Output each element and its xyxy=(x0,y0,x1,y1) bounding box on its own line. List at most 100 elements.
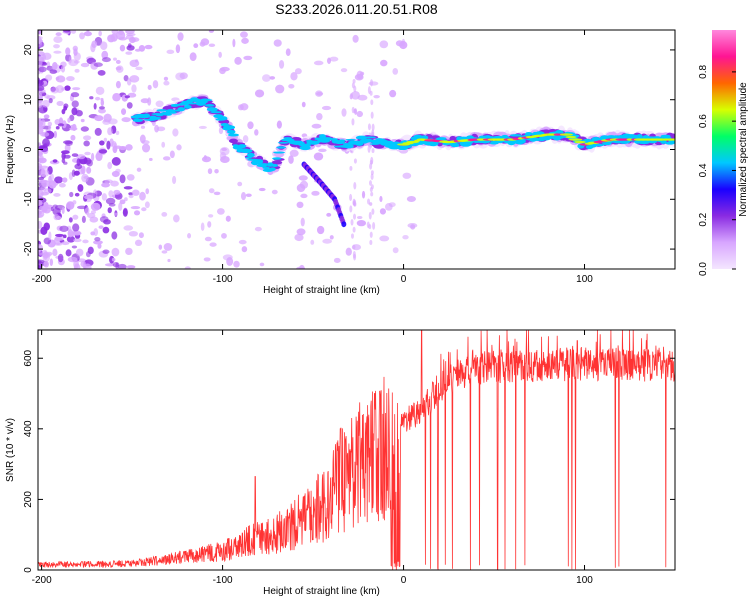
noise-blob xyxy=(121,108,127,116)
noise-blob xyxy=(94,115,104,122)
colorbar-label: Normalized spectral amplitude xyxy=(738,82,749,217)
ridge-blob xyxy=(276,146,287,149)
noise-blob xyxy=(247,121,254,130)
ridge-core xyxy=(574,140,586,144)
noise-blob xyxy=(100,99,105,107)
noise-blob xyxy=(138,232,144,239)
noise-blob xyxy=(48,231,52,241)
noise-blob xyxy=(61,87,66,91)
noise-blob xyxy=(115,130,120,136)
streak-blob xyxy=(368,211,372,220)
noise-blob xyxy=(74,163,83,170)
noise-blob xyxy=(67,117,71,123)
ridge-core xyxy=(626,138,633,141)
noise-blob xyxy=(66,76,75,82)
noise-blob xyxy=(40,165,49,169)
noise-blob xyxy=(379,195,383,202)
noise-blob xyxy=(98,106,105,110)
noise-blob xyxy=(42,99,50,108)
noise-blob xyxy=(73,238,82,243)
noise-blob xyxy=(43,260,49,268)
snr-y-axis-label: SNR (10 * v/v) xyxy=(5,418,16,482)
noise-blob xyxy=(52,248,58,257)
snr-x-tick-label: -100 xyxy=(213,575,233,586)
snr-y-tick-label: 600 xyxy=(23,349,34,366)
noise-blob xyxy=(135,66,143,71)
noise-blob xyxy=(38,220,43,229)
noise-blob xyxy=(221,147,228,151)
noise-blob xyxy=(38,92,43,101)
noise-blob xyxy=(83,135,92,141)
snr-x-axis-label: Height of straight line (km) xyxy=(263,586,380,597)
noise-blob xyxy=(61,241,70,246)
spectrogram-x-tick-label: 0 xyxy=(401,274,407,285)
noise-blob xyxy=(128,230,138,237)
snr-y-tick-label: 200 xyxy=(23,491,34,508)
noise-blob xyxy=(209,242,217,247)
noise-blob xyxy=(82,239,89,244)
noise-blob xyxy=(38,30,42,35)
noise-blob xyxy=(124,197,128,202)
noise-blob xyxy=(48,180,57,189)
noise-blob xyxy=(83,157,92,165)
streak-blob xyxy=(350,218,354,226)
noise-blob xyxy=(79,32,85,40)
noise-blob xyxy=(298,175,308,181)
noise-blob xyxy=(361,190,366,199)
noise-blob xyxy=(38,100,43,108)
snr-frame xyxy=(37,329,676,571)
noise-blob xyxy=(175,72,185,81)
noise-blob xyxy=(90,152,95,162)
snr-y-tick-label: 400 xyxy=(23,420,34,437)
noise-blob xyxy=(243,55,253,61)
ridge-blob xyxy=(164,113,172,116)
noise-blob xyxy=(119,174,126,184)
noise-blob xyxy=(133,210,141,216)
noise-blob xyxy=(52,159,58,163)
ridge-core xyxy=(565,135,577,139)
noise-blob xyxy=(93,103,97,110)
noise-blob xyxy=(313,60,324,66)
noise-blob xyxy=(128,194,134,199)
noise-blob xyxy=(52,204,58,208)
noise-blob xyxy=(83,140,90,147)
noise-blob xyxy=(101,182,110,188)
noise-blob xyxy=(53,50,62,54)
noise-blob xyxy=(341,108,347,117)
noise-blob xyxy=(113,142,118,151)
spectrogram-y-tick-label: 10 xyxy=(23,94,34,106)
snr-x-tick-label: -200 xyxy=(32,575,52,586)
ridge-blob xyxy=(177,107,186,112)
streak-blob xyxy=(369,160,373,165)
noise-blob xyxy=(225,215,231,222)
noise-blob xyxy=(269,76,276,80)
noise-blob xyxy=(99,140,105,146)
noise-blob xyxy=(43,143,48,149)
noise-blob xyxy=(296,183,306,193)
noise-blob xyxy=(98,30,102,37)
ridge-blob xyxy=(592,143,605,147)
ridge-blob xyxy=(223,125,236,130)
noise-blob xyxy=(107,207,112,214)
ridge-blob xyxy=(209,107,218,112)
noise-blob xyxy=(226,257,234,266)
noise-blob xyxy=(59,225,69,232)
noise-blob xyxy=(70,134,76,141)
noise-blob xyxy=(216,208,225,215)
noise-blob xyxy=(239,103,249,111)
noise-blob xyxy=(296,201,304,209)
noise-blob xyxy=(311,190,320,196)
noise-blob xyxy=(54,242,63,246)
noise-blob xyxy=(193,43,199,49)
noise-blob xyxy=(38,66,47,73)
streak-blob xyxy=(349,93,353,100)
noise-blob xyxy=(71,153,79,157)
noise-blob xyxy=(184,266,191,269)
spectrogram-cloud xyxy=(38,30,675,269)
noise-blob xyxy=(155,100,164,108)
noise-blob xyxy=(38,80,44,87)
noise-blob xyxy=(296,228,306,236)
noise-blob xyxy=(65,47,71,56)
noise-blob xyxy=(76,205,87,210)
